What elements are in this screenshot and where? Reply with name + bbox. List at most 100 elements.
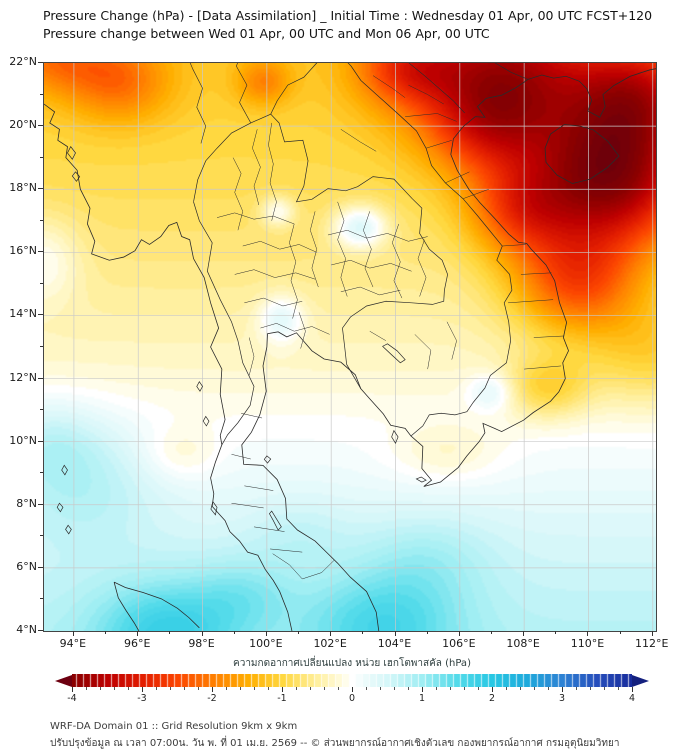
colorbar-minor-tick xyxy=(436,687,437,690)
colorbar-minor-tick xyxy=(296,687,297,690)
lon-tick xyxy=(587,631,589,636)
country-borders xyxy=(194,63,528,445)
colorbar-tick xyxy=(142,687,143,692)
colorbar-minor-tick xyxy=(576,687,577,690)
lat-minor-tick xyxy=(40,598,43,600)
colorbar-minor-tick xyxy=(394,687,395,690)
lon-tick xyxy=(137,631,139,636)
lon-tick xyxy=(394,631,396,636)
colorbar-tick-label: 4 xyxy=(628,693,636,704)
colorbar-gradient-canvas xyxy=(72,674,632,687)
colorbar-minor-tick xyxy=(170,687,171,690)
lat-tick xyxy=(38,440,43,442)
lat-minor-tick xyxy=(40,535,43,537)
colorbar-minor-tick xyxy=(226,687,227,690)
lat-tick-label: 10°N xyxy=(9,433,37,447)
lon-tick xyxy=(523,631,525,636)
lon-tick-label: 108°E xyxy=(506,637,540,650)
lat-tick-label: 12°N xyxy=(9,370,37,384)
lon-tick-label: 110°E xyxy=(570,637,605,650)
lon-tick xyxy=(458,631,460,636)
lat-tick xyxy=(38,251,43,253)
colorbar-left-arrow xyxy=(55,674,72,687)
lon-tick xyxy=(265,631,267,636)
footer-update-info: ปรับปรุงข้อมูล ณ เวลา 07:00น. วัน พ. ที่… xyxy=(50,738,620,749)
colorbar-minor-tick xyxy=(128,687,129,690)
footer-domain-info: WRF-DA Domain 01 :: Grid Resolution 9km … xyxy=(50,721,298,732)
colorbar-tick xyxy=(632,687,633,692)
lat-minor-tick xyxy=(40,346,43,347)
lon-minor-tick xyxy=(233,631,235,634)
colorbar-minor-tick xyxy=(618,687,619,690)
colorbar-minor-tick xyxy=(408,687,409,690)
lon-tick xyxy=(651,631,653,636)
colorbar-tick-label: 3 xyxy=(558,693,566,704)
lat-minor-tick xyxy=(40,409,43,411)
colorbar-tick-label: 2 xyxy=(488,693,496,704)
colorbar-tick xyxy=(352,687,353,692)
province-borders xyxy=(217,76,564,579)
colorbar-minor-tick xyxy=(198,687,199,690)
colorbar-minor-tick xyxy=(520,687,521,690)
lat-tick-label: 8°N xyxy=(16,496,37,510)
lon-tick-label: 104°E xyxy=(377,637,412,650)
colorbar-tick-label: -1 xyxy=(277,693,287,704)
colorbar-tick xyxy=(562,687,563,692)
lat-tick xyxy=(38,503,43,505)
lat-tick-label: 18°N xyxy=(9,181,37,195)
lon-tick-label: 96°E xyxy=(123,637,151,650)
colorbar-minor-tick xyxy=(464,687,465,690)
colorbar-minor-tick xyxy=(100,687,101,690)
colorbar-minor-tick xyxy=(310,687,311,690)
colorbar-minor-tick xyxy=(590,687,591,690)
lon-minor-tick xyxy=(555,631,557,634)
lon-tick-label: 106°E xyxy=(442,637,476,650)
colorbar-minor-tick xyxy=(604,687,605,690)
graticule-gridlines xyxy=(44,63,656,631)
lon-tick xyxy=(72,631,74,636)
colorbar-minor-tick xyxy=(254,687,255,690)
colorbar-minor-tick xyxy=(338,687,339,690)
colorbar-minor-tick xyxy=(506,687,507,690)
colorbar-minor-tick xyxy=(268,687,269,690)
colorbar-label: ความกดอากาศเปลี่ยนแปลง หน่วย เฮกโตพาสคัล… xyxy=(233,658,471,669)
lon-minor-tick xyxy=(169,631,171,634)
colorbar-tick-label: 1 xyxy=(418,693,426,704)
lat-tick-label: 20°N xyxy=(9,118,37,132)
map-plot-area xyxy=(43,62,657,632)
lon-minor-tick xyxy=(298,631,300,634)
lat-tick xyxy=(38,314,43,316)
lon-tick-label: 112°E xyxy=(635,637,669,650)
lat-tick xyxy=(38,377,43,379)
lon-tick-label: 98°E xyxy=(188,637,215,650)
colorbar-minor-tick xyxy=(534,687,535,690)
colorbar-tick xyxy=(72,687,73,692)
colorbar-tick xyxy=(492,687,493,692)
lon-tick xyxy=(201,631,203,636)
colorbar xyxy=(55,674,649,687)
colorbar-minor-tick xyxy=(450,687,451,690)
colorbar-tick xyxy=(282,687,283,692)
islands-and-lakes xyxy=(57,147,426,534)
rivers xyxy=(185,63,465,143)
colorbar-right-arrow xyxy=(632,674,649,687)
lat-tick-label: 22°N xyxy=(9,55,37,68)
colorbar-minor-tick xyxy=(156,687,157,690)
coastlines xyxy=(44,69,656,631)
colorbar-tick-label: -4 xyxy=(67,693,77,704)
colorbar-tick-label: -2 xyxy=(207,693,217,704)
colorbar-tick-label: 0 xyxy=(348,693,356,704)
colorbar-minor-tick xyxy=(86,687,87,690)
lat-minor-tick xyxy=(40,93,43,95)
colorbar-minor-tick xyxy=(184,687,185,690)
colorbar-minor-tick xyxy=(114,687,115,690)
lon-minor-tick xyxy=(426,631,428,634)
lat-minor-tick xyxy=(40,156,43,158)
lat-tick xyxy=(38,566,43,568)
lon-minor-tick xyxy=(362,631,364,634)
lat-tick-label: 14°N xyxy=(9,307,37,321)
lon-minor-tick xyxy=(490,631,492,634)
lat-tick-label: 16°N xyxy=(9,244,37,258)
lon-minor-tick xyxy=(105,631,107,634)
